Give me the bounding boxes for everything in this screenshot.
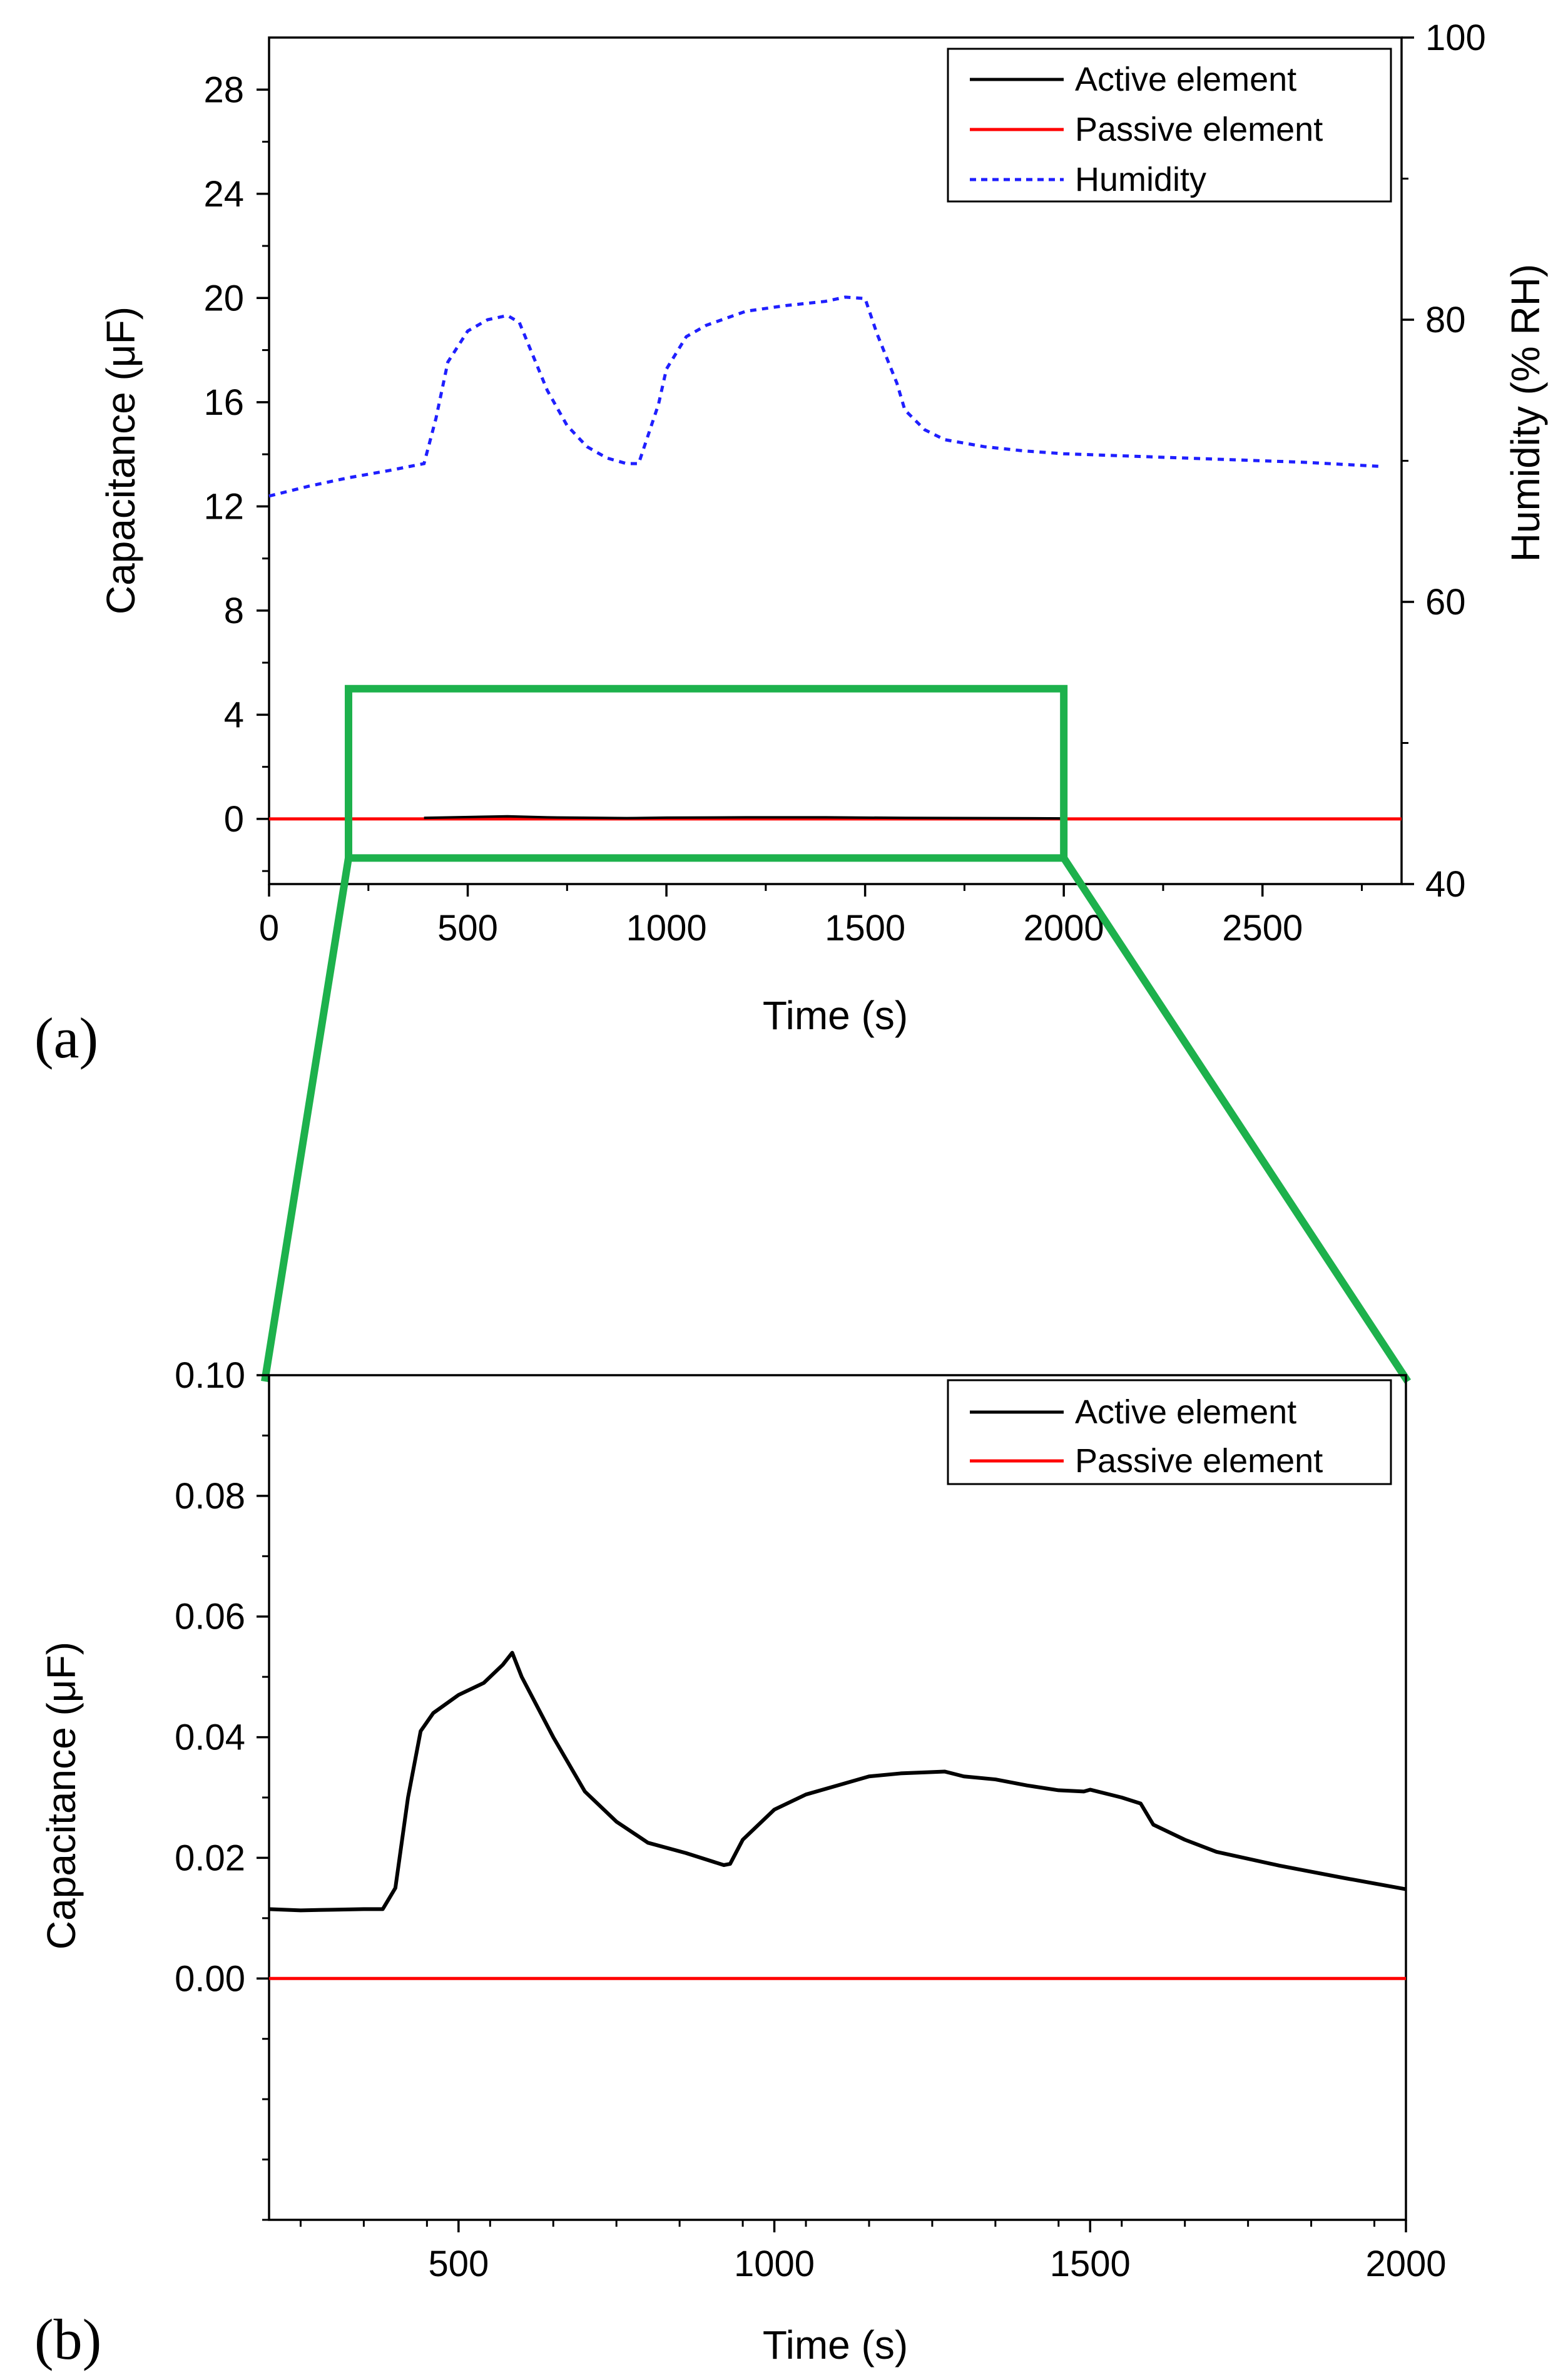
- panel-b-x-tick-label: 2000: [1365, 2244, 1446, 2284]
- panel-a-y-tick-label: 0: [224, 799, 244, 840]
- panel-b: 500 1000 1500 2000 0.00 0.02 0.04 0.06 0.08 0.10…: [34, 1355, 1447, 2371]
- panel-b-y-tick-label: 0.02: [175, 1838, 245, 1878]
- panel-a-y2-ticks: 40 60 80 100: [1402, 18, 1486, 905]
- panel-b-y-ticks: 0.00 0.02 0.04 0.06 0.08 0.10: [175, 1355, 269, 2221]
- panel-a-legend: Active element Passive element Humidity: [947, 48, 1392, 203]
- zoom-connector-left: [261, 857, 352, 1382]
- panel-b-y-tick-label: 0.10: [175, 1355, 245, 1396]
- panel-b-series: [268, 1650, 1407, 1980]
- panel-a-zoom-box: [345, 684, 1068, 862]
- panel-a-x-tick-label: 0: [259, 908, 279, 948]
- panel-a-x-tick-label: 2000: [1024, 908, 1104, 948]
- panel-b-y-tick-label: 0.04: [175, 1717, 245, 1758]
- panel-b-x-tick-label: 1000: [734, 2244, 815, 2284]
- panel-a-series: [268, 295, 1402, 821]
- panel-b-plot-frame: [268, 1374, 1407, 2221]
- panel-b-y-tick-label: 0.06: [175, 1597, 245, 1637]
- panel-b-active-line: [268, 1650, 1407, 1913]
- panel-a: 0 500 1000 1500 2000 2500 0 4 8 12 16 20 24 28 40 60 8…: [34, 18, 1548, 1070]
- panel-b-legend: Active element Passive element: [947, 1379, 1392, 1485]
- panel-b-label: (b): [34, 2307, 101, 2371]
- panel-a-x-ticks: 0 500 1000 1500 2000 2500: [259, 884, 1363, 948]
- panel-a-y-tick-label: 4: [224, 694, 244, 735]
- panel-a-y-tick-label: 12: [203, 486, 244, 527]
- panel-b-x-ticks: 500 1000 1500 2000: [299, 2220, 1447, 2284]
- panel-a-x-axis-label: Time (s): [763, 993, 908, 1038]
- panel-a-y2-tick-label: 40: [1425, 864, 1466, 905]
- panel-a-y2-tick-label: 80: [1425, 300, 1466, 340]
- panel-b-y-tick-label: 0.00: [175, 1958, 245, 1999]
- panel-a-y-ticks: 0 4 8 12 16 20 24 28: [203, 69, 269, 872]
- panel-a-y2-axis-label: Humidity (% RH): [1503, 264, 1548, 562]
- panel-a-x-tick-label: 1000: [626, 908, 707, 948]
- panel-a-legend-passive: Passive element: [1075, 111, 1323, 148]
- panel-a-x-tick-label: 1500: [825, 908, 905, 948]
- panel-a-y-tick-label: 24: [203, 174, 244, 215]
- panel-b-legend-active: Active element: [1075, 1393, 1296, 1431]
- panel-b-legend-passive: Passive element: [1075, 1442, 1323, 1480]
- panel-a-x-tick-label: 2500: [1222, 908, 1303, 948]
- panel-a-y-tick-label: 20: [203, 278, 244, 318]
- zoom-connector-right: [1061, 856, 1412, 1384]
- panel-a-y2-tick-label: 100: [1425, 18, 1486, 58]
- panel-b-y-axis-label: Capacitance (μF): [39, 1642, 84, 1950]
- panel-a-legend-box: [947, 48, 1392, 203]
- panel-a-y-tick-label: 16: [203, 382, 244, 423]
- panel-a-active-line: [424, 815, 1064, 820]
- panel-a-x-tick-label: 500: [437, 908, 498, 948]
- panel-b-x-tick-label: 500: [428, 2244, 489, 2284]
- panel-a-y-tick-label: 8: [224, 591, 244, 631]
- panel-b-y-tick-label: 0.08: [175, 1476, 245, 1517]
- panel-a-label: (a): [34, 1006, 98, 1070]
- panel-b-x-axis-label: Time (s): [763, 2322, 908, 2367]
- panel-a-legend-humidity: Humidity: [1075, 161, 1206, 198]
- panel-a-legend-active: Active element: [1075, 61, 1296, 98]
- panel-a-humidity-line: [268, 295, 1382, 498]
- panel-b-x-tick-label: 1500: [1050, 2244, 1131, 2284]
- panel-a-y-tick-label: 28: [203, 69, 244, 110]
- panel-b-legend-box: [947, 1379, 1392, 1485]
- panel-a-y-axis-label: Capacitance (μF): [98, 307, 143, 614]
- panel-a-y2-tick-label: 60: [1425, 582, 1466, 623]
